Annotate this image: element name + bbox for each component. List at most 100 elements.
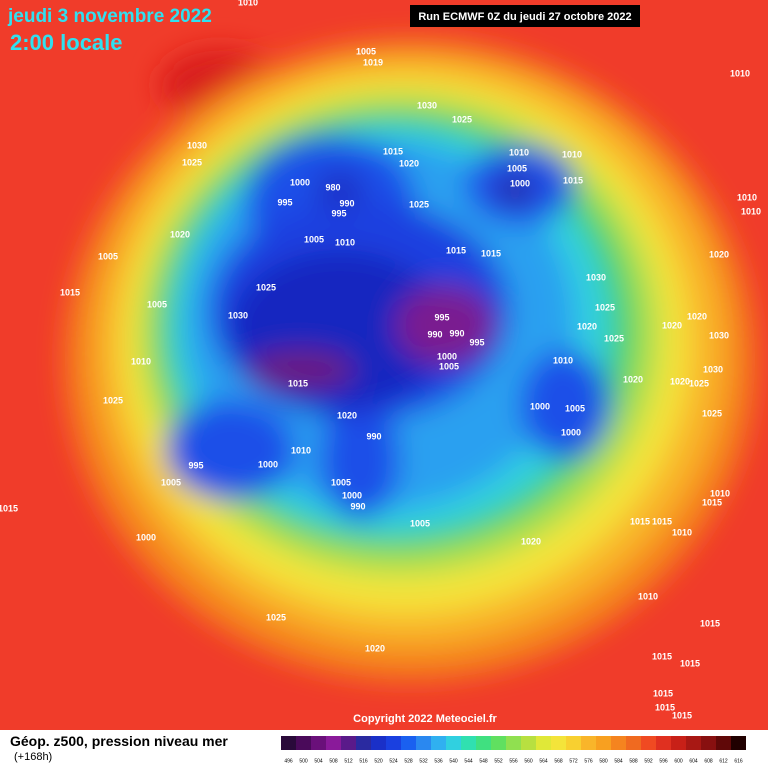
- isobar-label: 1005: [565, 403, 585, 413]
- run-box: [410, 5, 640, 27]
- colorbar-swatch: [311, 736, 326, 750]
- isobar-label: 1005: [147, 299, 167, 309]
- colorbar-label: 568: [554, 758, 563, 764]
- isobar-label: 980: [325, 182, 340, 192]
- isobar-label: 1015: [672, 710, 692, 720]
- colorbar-label: 560: [524, 758, 533, 764]
- colorbar-label: 564: [539, 758, 548, 764]
- date: jeudi 3 novembre 2022: [7, 6, 212, 27]
- isobar-label: 1020: [670, 376, 690, 386]
- colorbar-swatch: [461, 736, 476, 750]
- isobar-label: 1015: [0, 503, 18, 513]
- copyright: Copyright 2022 Meteociel.fr: [353, 713, 497, 725]
- isobar-label: 995: [277, 197, 292, 207]
- isobar-label: 1030: [586, 272, 606, 282]
- run-info: Run ECMWF 0Z du jeudi 27 octobre 2022: [418, 11, 631, 23]
- colorbar-swatch: [521, 736, 536, 750]
- isobar-label: 1010: [672, 527, 692, 537]
- colorbar-swatch: [446, 736, 461, 750]
- colorbar-label: 536: [434, 758, 443, 764]
- colorbar-swatch: [596, 736, 611, 750]
- isobar-label: 1015: [702, 497, 722, 507]
- colorbar-label: 576: [584, 758, 593, 764]
- isobar-label: 1025: [604, 333, 624, 343]
- isobar-label: 1005: [304, 234, 324, 244]
- colorbar-label: 496: [284, 758, 293, 764]
- colorbar-label: 512: [344, 758, 353, 764]
- isobar-label: 1010: [553, 355, 573, 365]
- isobar-label: 1025: [256, 282, 276, 292]
- colorbar-label: 516: [359, 758, 368, 764]
- isobar-label: 1010: [335, 237, 355, 247]
- isobar-label: 1010: [730, 68, 750, 78]
- colorbar-label: 556: [509, 758, 518, 764]
- isobar-label: 995: [469, 337, 484, 347]
- colorbar-label: 552: [494, 758, 503, 764]
- colorbar-label: 520: [374, 758, 383, 764]
- isobar-labels: 1005101910301025101010101030102510151020…: [0, 0, 761, 720]
- isobar-label: 1005: [410, 518, 430, 528]
- colorbar-swatch: [566, 736, 581, 750]
- isobar-label: 1020: [662, 320, 682, 330]
- colorbar-label: 592: [644, 758, 653, 764]
- isobar-label: 1010: [638, 591, 658, 601]
- colorbar-swatch: [341, 736, 356, 750]
- isobar-label: 1019: [363, 57, 383, 67]
- isobar-label: 1025: [409, 199, 429, 209]
- colorbar-label: 588: [629, 758, 638, 764]
- colorbar-label: 528: [404, 758, 413, 764]
- colorbar-label: 580: [599, 758, 608, 764]
- isobar-label: 1030: [417, 100, 437, 110]
- isobar-label: 1015: [563, 175, 583, 185]
- colorbar-label: 500: [299, 758, 308, 764]
- colorbar-swatch: [416, 736, 431, 750]
- isobar-label: 1020: [337, 410, 357, 420]
- colorbar-swatch: [671, 736, 686, 750]
- isobar-label: 1000: [530, 401, 550, 411]
- isobar-label: 1015: [655, 702, 675, 712]
- colorbar-swatch: [656, 736, 671, 750]
- colorbar-swatch: [686, 736, 701, 750]
- isobar-label: 1010: [737, 192, 757, 202]
- isobar-label: 1005: [507, 163, 527, 173]
- isobar-label: 1030: [187, 140, 207, 150]
- isobar-label: 1000: [342, 490, 362, 500]
- isobar-label: 1000: [510, 178, 530, 188]
- isobar-label: 1010: [238, 0, 258, 7]
- colorbar-swatch: [626, 736, 641, 750]
- colorbar-swatch: [356, 736, 371, 750]
- isobar-label: 1025: [702, 408, 722, 418]
- isobar-label: 1015: [630, 516, 650, 526]
- isobar-label: 1030: [703, 364, 723, 374]
- colorbar-swatch: [371, 736, 386, 750]
- colorbar-swatch: [716, 736, 731, 750]
- isobar-label: 1010: [741, 206, 761, 216]
- colorbar-swatch: [386, 736, 401, 750]
- isobar-label: 1025: [103, 395, 123, 405]
- isobar-label: 1025: [266, 612, 286, 622]
- colorbar-label: 612: [719, 758, 728, 764]
- isobar-label: 1010: [509, 147, 529, 157]
- colorbar-label: 616: [734, 758, 743, 764]
- isobar-label: 1005: [356, 46, 376, 56]
- isobar-label: 1005: [98, 251, 118, 261]
- isobar-label: 1020: [170, 229, 190, 239]
- colorbar-swatch: [536, 736, 551, 750]
- isobar-label: 1010: [710, 488, 730, 498]
- isobar-label: 1000: [561, 427, 581, 437]
- colorbar-swatch: [581, 736, 596, 750]
- isobar-label: 1025: [182, 157, 202, 167]
- isobar-label: 1020: [399, 158, 419, 168]
- isobar-label: 990: [449, 328, 464, 338]
- isobar-label: 1025: [452, 114, 472, 124]
- isobar-label: 1030: [709, 330, 729, 340]
- isobar-label: 1020: [709, 249, 729, 259]
- isobar-label: 1000: [136, 532, 156, 542]
- colorbar-label: 572: [569, 758, 578, 764]
- legend-title: Géop. z500, pression niveau mer: [10, 733, 228, 749]
- isobar-label: 1015: [60, 287, 80, 297]
- isobar-label: 1005: [439, 361, 459, 371]
- isobar-label: 1000: [437, 351, 457, 361]
